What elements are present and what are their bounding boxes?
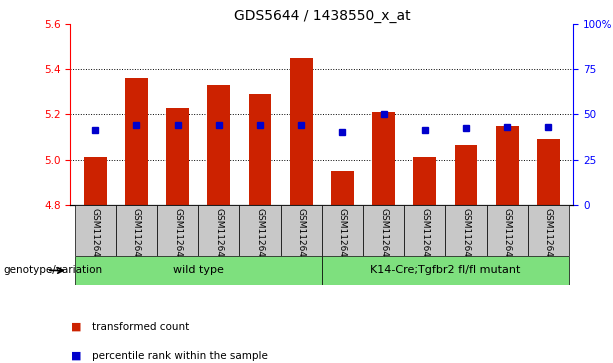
Bar <box>455 145 478 205</box>
Title: GDS5644 / 1438550_x_at: GDS5644 / 1438550_x_at <box>234 9 410 23</box>
Bar <box>75 205 116 256</box>
Bar <box>404 205 446 256</box>
Bar <box>249 94 272 205</box>
Bar <box>363 205 404 256</box>
Bar <box>322 256 569 285</box>
Text: ■: ■ <box>70 322 81 332</box>
Bar <box>198 205 240 256</box>
Bar <box>75 256 322 285</box>
Text: transformed count: transformed count <box>92 322 189 332</box>
Text: genotype/variation: genotype/variation <box>3 265 102 276</box>
Text: GSM1126422: GSM1126422 <box>173 208 182 268</box>
Bar <box>281 205 322 256</box>
Text: GSM1126430: GSM1126430 <box>503 208 512 268</box>
Text: percentile rank within the sample: percentile rank within the sample <box>92 351 268 361</box>
Bar <box>537 139 560 205</box>
Text: GSM1126426: GSM1126426 <box>338 208 347 268</box>
Text: GSM1126429: GSM1126429 <box>462 208 471 268</box>
Bar <box>207 85 230 205</box>
Bar <box>528 205 569 256</box>
Text: wild type: wild type <box>173 265 224 276</box>
Text: ■: ■ <box>70 351 81 361</box>
Text: GSM1126428: GSM1126428 <box>421 208 429 268</box>
Bar <box>414 158 436 205</box>
Bar <box>446 205 487 256</box>
Bar <box>240 205 281 256</box>
Text: GSM1126431: GSM1126431 <box>544 208 553 268</box>
Text: GSM1126420: GSM1126420 <box>91 208 100 268</box>
Text: GSM1126424: GSM1126424 <box>256 208 265 268</box>
Text: GSM1126421: GSM1126421 <box>132 208 141 268</box>
Bar <box>372 112 395 205</box>
Text: K14-Cre;Tgfbr2 fl/fl mutant: K14-Cre;Tgfbr2 fl/fl mutant <box>370 265 520 276</box>
Bar <box>331 171 354 205</box>
Bar <box>322 205 363 256</box>
Bar <box>116 205 157 256</box>
Bar <box>496 126 519 205</box>
Bar <box>487 205 528 256</box>
Bar <box>84 158 107 205</box>
Bar <box>290 58 313 205</box>
Bar <box>166 107 189 205</box>
Text: GSM1126427: GSM1126427 <box>379 208 388 268</box>
Bar <box>125 78 148 205</box>
Text: GSM1126425: GSM1126425 <box>297 208 306 268</box>
Bar <box>157 205 198 256</box>
Text: GSM1126423: GSM1126423 <box>215 208 223 268</box>
